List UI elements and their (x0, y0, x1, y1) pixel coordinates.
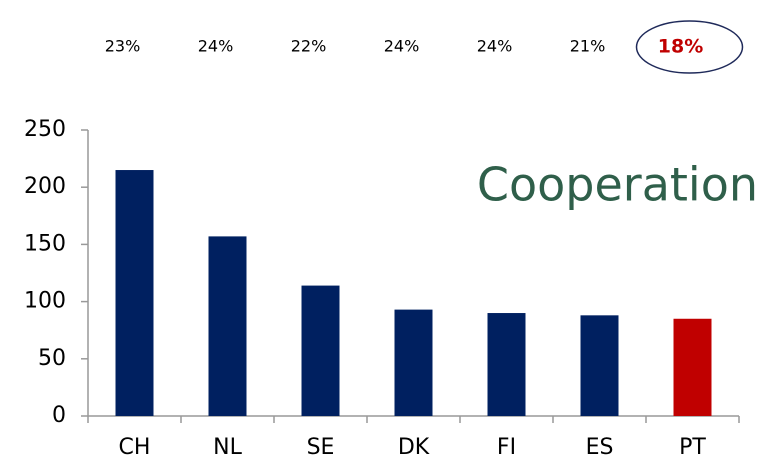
bar (487, 313, 526, 416)
y-tick-label: 50 (38, 346, 66, 371)
annotation: 18% (658, 36, 703, 58)
x-tick-label: FI (497, 435, 516, 460)
bar (394, 309, 433, 416)
annotation: 24% (477, 37, 513, 56)
bar (580, 315, 619, 416)
highlight-ellipse (635, 20, 744, 74)
chart-title: Cooperation (477, 158, 758, 212)
annotation: 22% (291, 37, 327, 56)
x-tick-label: ES (586, 435, 614, 460)
bar (301, 285, 340, 416)
x-tick-label: SE (307, 435, 335, 460)
annotation: 21% (570, 37, 606, 56)
y-tick-label: 200 (24, 174, 66, 199)
x-tick-label: DK (398, 435, 430, 460)
bar (208, 236, 247, 416)
y-tick-label: 150 (24, 231, 66, 256)
bar (673, 318, 712, 416)
x-tick-label: PT (679, 435, 706, 460)
x-tick-label: NL (213, 435, 242, 460)
y-tick-label: 100 (24, 289, 66, 314)
y-tick-label: 250 (24, 117, 66, 142)
x-tick-label: CH (119, 435, 151, 460)
y-tick-label: 0 (52, 403, 66, 428)
annotation: 24% (384, 37, 420, 56)
bar (115, 170, 154, 416)
annotation: 23% (105, 37, 141, 56)
annotation: 24% (198, 37, 234, 56)
